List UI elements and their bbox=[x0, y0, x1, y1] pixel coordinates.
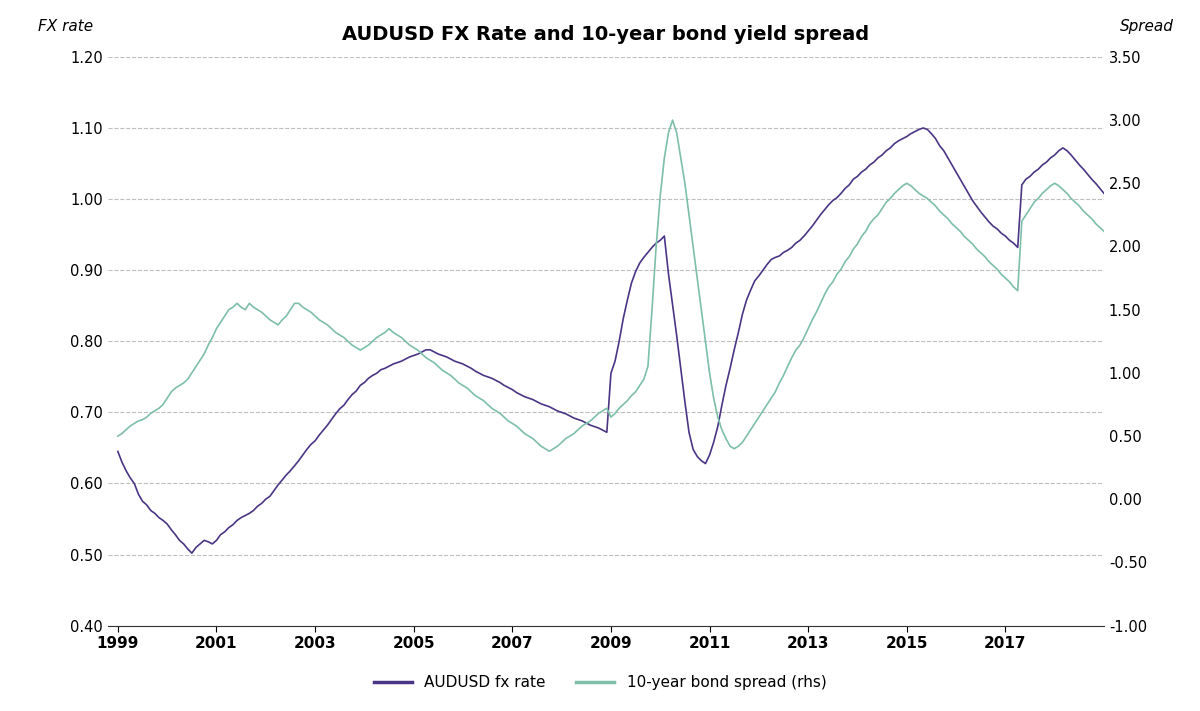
AUDUSD fx rate bbox=[916, 124, 930, 132]
10-year bond spread (rhs) bbox=[1154, 287, 1169, 295]
10-year bond spread (rhs) bbox=[665, 116, 679, 124]
Text: Spread: Spread bbox=[1120, 19, 1174, 34]
Line: AUDUSD fx rate: AUDUSD fx rate bbox=[118, 128, 1200, 553]
10-year bond spread (rhs) bbox=[419, 353, 433, 362]
Title: AUDUSD FX Rate and 10-year bond yield spread: AUDUSD FX Rate and 10-year bond yield sp… bbox=[342, 25, 870, 44]
AUDUSD fx rate bbox=[422, 346, 437, 354]
Text: FX rate: FX rate bbox=[38, 19, 94, 34]
Line: 10-year bond spread (rhs): 10-year bond spread (rhs) bbox=[118, 120, 1200, 626]
AUDUSD fx rate bbox=[185, 549, 199, 557]
10-year bond spread (rhs) bbox=[110, 432, 125, 440]
AUDUSD fx rate bbox=[110, 447, 125, 456]
Legend: AUDUSD fx rate, 10-year bond spread (rhs): AUDUSD fx rate, 10-year bond spread (rhs… bbox=[367, 669, 833, 696]
AUDUSD fx rate bbox=[1158, 262, 1172, 271]
10-year bond spread (rhs) bbox=[316, 318, 330, 326]
AUDUSD fx rate bbox=[320, 421, 335, 429]
